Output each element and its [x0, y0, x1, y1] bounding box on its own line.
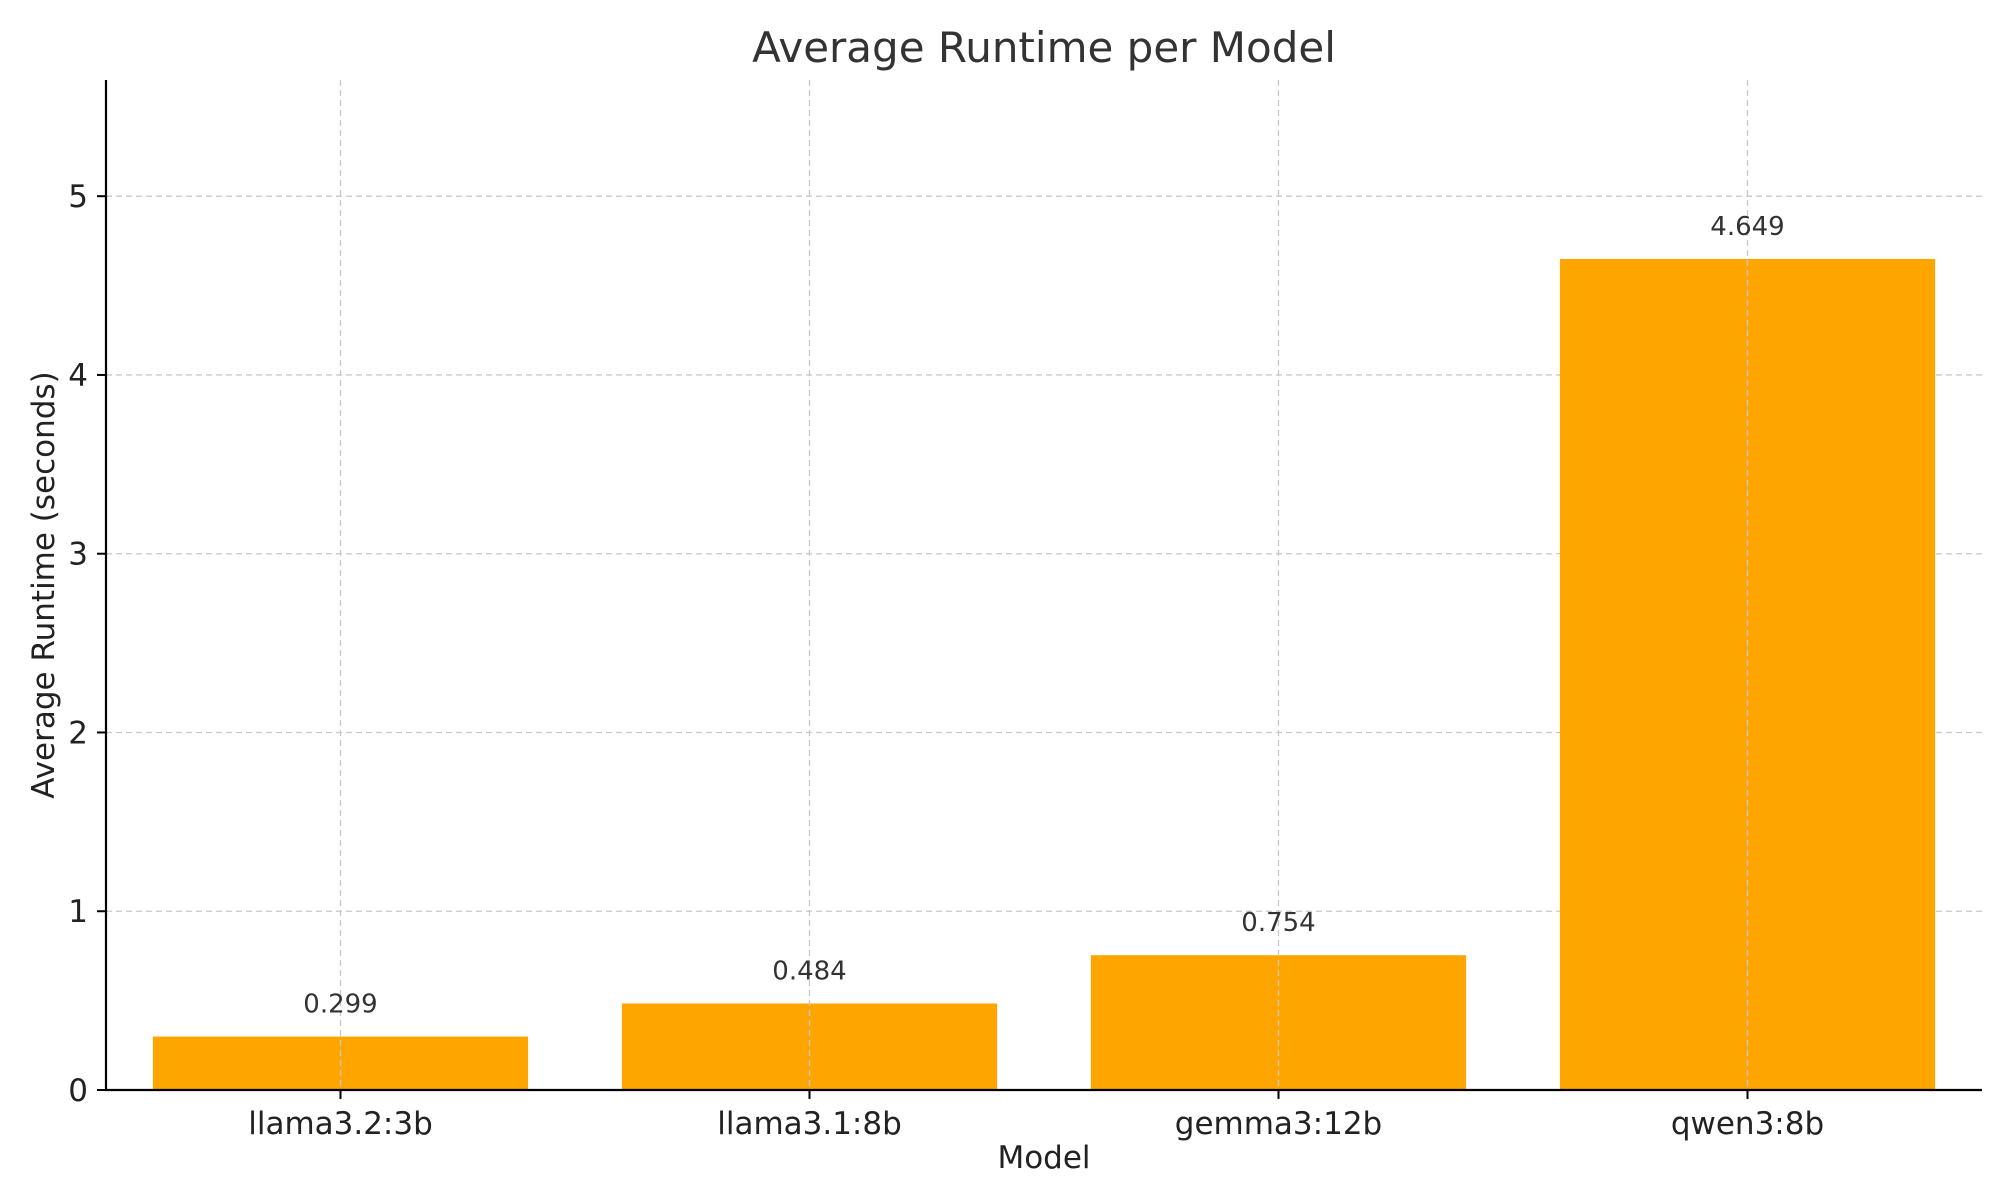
y-axis-label: Average Runtime (seconds) — [26, 371, 62, 798]
x-axis-label: Model — [997, 1140, 1090, 1176]
bar-value-label: 4.649 — [1710, 212, 1784, 242]
x-tick-label: llama3.1:8b — [717, 1106, 902, 1142]
bar — [621, 1003, 998, 1090]
y-tick-label: 5 — [68, 179, 88, 215]
x-tick-label: llama3.2:3b — [248, 1106, 433, 1142]
x-tick-label: gemma3:12b — [1175, 1106, 1382, 1142]
x-ticks: llama3.2:3b llama3.1:8b gemma3:12b qwen3:8b — [248, 1090, 1824, 1142]
bar-value-label: 0.484 — [772, 956, 846, 986]
data-labels: 0.299 0.484 0.754 4.649 — [303, 212, 1784, 1020]
bars — [152, 258, 1936, 1090]
bar-value-label: 0.754 — [1241, 908, 1315, 938]
y-tick-label: 3 — [68, 537, 88, 573]
y-tick-label: 1 — [68, 894, 88, 930]
x-tick-label: qwen3:8b — [1671, 1106, 1824, 1142]
y-tick-label: 4 — [68, 358, 88, 394]
y-tick-label: 2 — [68, 715, 88, 751]
y-ticks: 0 1 2 3 4 5 — [68, 179, 106, 1109]
vertical-grid — [339, 80, 1749, 1090]
bar-value-label: 0.299 — [303, 990, 377, 1020]
chart-title: Average Runtime per Model — [752, 23, 1336, 72]
y-tick-label: 0 — [68, 1073, 88, 1109]
